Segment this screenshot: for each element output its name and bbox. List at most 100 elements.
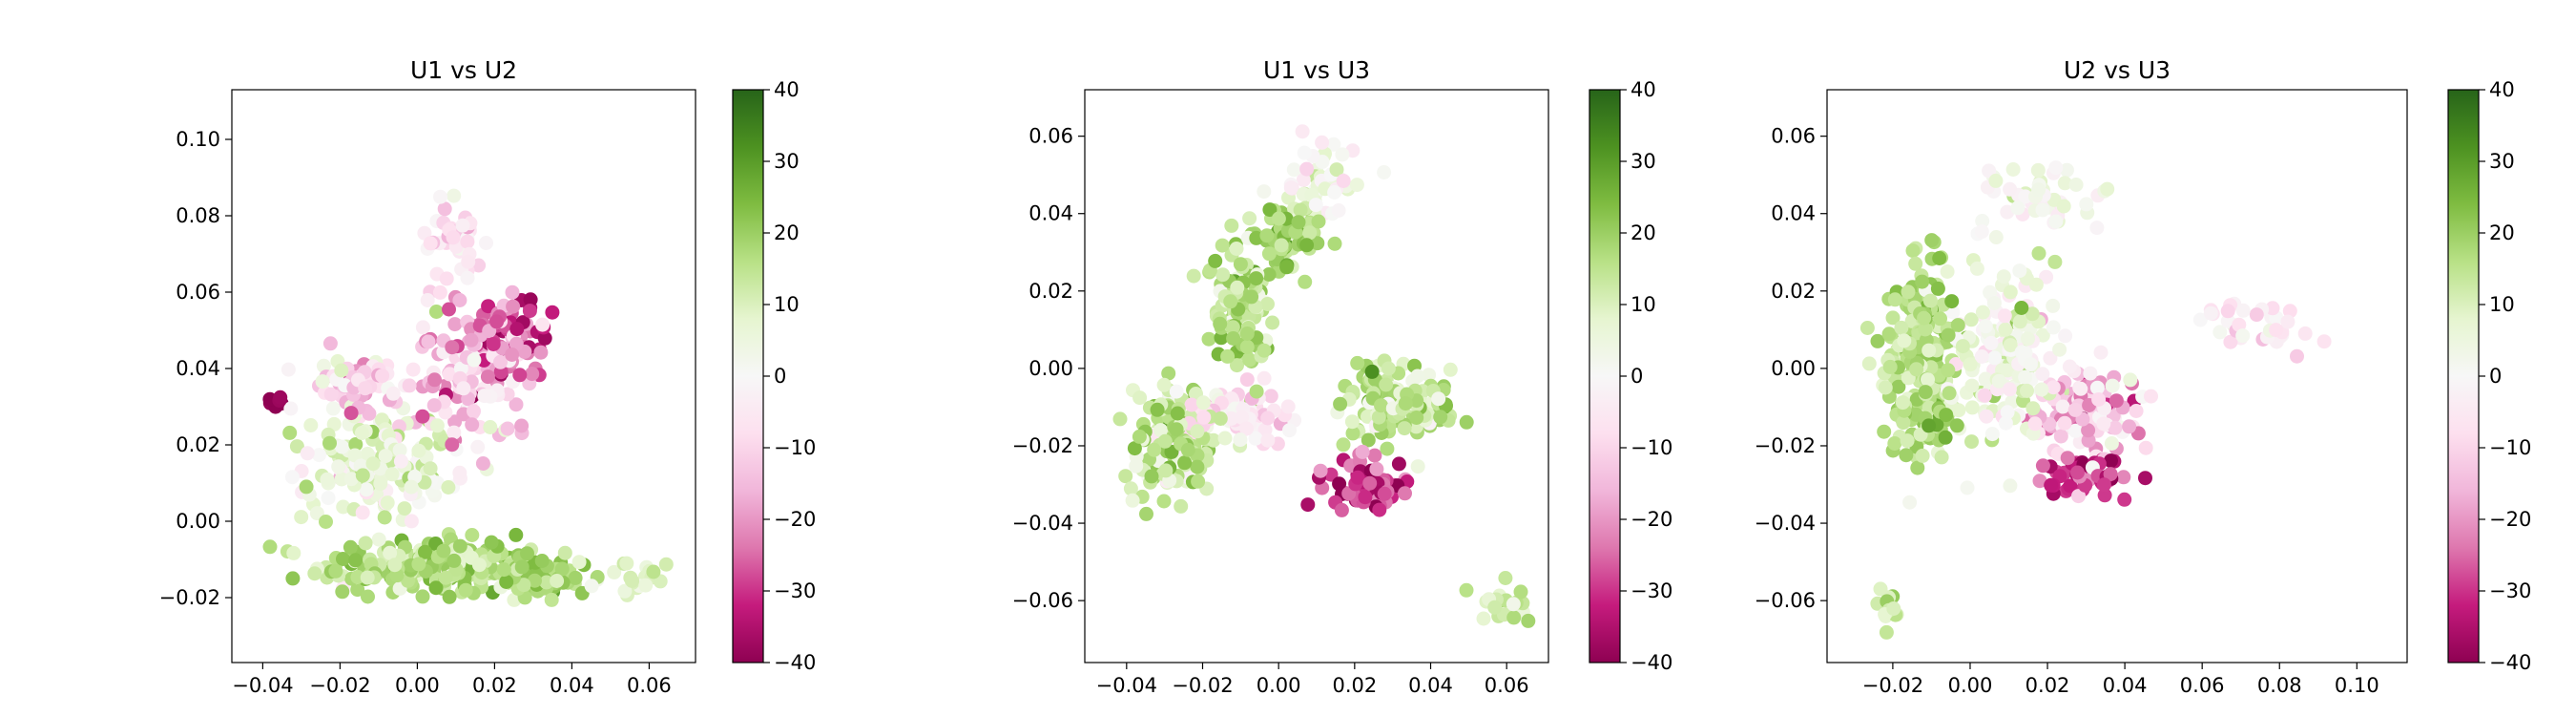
x-tick-label: −0.04: [1096, 674, 1157, 697]
scatter-point: [2070, 465, 2085, 480]
scatter-point: [1487, 600, 1503, 615]
scatter-point: [334, 439, 349, 454]
scatter-point: [433, 189, 447, 204]
scatter-point: [354, 426, 369, 440]
axes-frame: [1826, 89, 2408, 663]
scatter-point: [2021, 331, 2035, 347]
scatter-point: [2046, 320, 2061, 335]
scatter-point: [2067, 402, 2083, 417]
scatter-point: [2249, 307, 2264, 323]
scatter-point: [2265, 301, 2280, 316]
scatter-point: [658, 557, 674, 572]
scatter-point: [568, 570, 583, 585]
scatter-point: [2047, 254, 2063, 269]
scatter-point: [1932, 251, 1947, 265]
scatter-point: [355, 505, 370, 520]
scatter-point: [1208, 253, 1223, 268]
scatter-point: [512, 368, 528, 383]
scatter-point: [2052, 342, 2067, 357]
scatter-point: [1969, 261, 1984, 276]
scatter-point: [1170, 406, 1185, 421]
scatter-point: [1443, 362, 1458, 377]
scatter-point: [2059, 162, 2074, 178]
scatter-point: [1886, 601, 1901, 616]
scatter-point: [2018, 346, 2033, 361]
scatter-point: [371, 532, 386, 547]
scatter-point: [1374, 398, 1388, 413]
scatter-point: [2067, 423, 2083, 438]
scatter-point: [1506, 597, 1521, 612]
scatter-point: [1229, 242, 1244, 256]
scatter-point: [2089, 221, 2105, 236]
colorbar-tick-label: −10: [1631, 436, 1672, 459]
scatter-point: [1139, 506, 1153, 521]
scatter-point: [1459, 582, 1474, 598]
scatter-point: [1156, 494, 1172, 509]
scatter-point: [1944, 294, 1960, 309]
scatter-point: [460, 270, 475, 285]
scatter-point: [325, 401, 341, 416]
scatter-point: [2055, 399, 2070, 414]
scatter-point: [1311, 214, 1326, 229]
x-tick-label: 0.04: [550, 674, 594, 697]
scatter-point: [2053, 429, 2068, 444]
scatter-point: [465, 528, 480, 542]
scatter-point: [1257, 184, 1272, 200]
scatter-point: [1870, 333, 1885, 348]
scatter-point: [1506, 610, 1522, 625]
scatter-point: [461, 254, 476, 269]
scatter-point: [1513, 584, 1528, 600]
scatter-point: [1909, 362, 1924, 377]
scatter-point: [1459, 414, 1474, 430]
scatter-point: [1336, 437, 1351, 453]
scatter-point: [360, 570, 375, 585]
scatter-point: [1391, 456, 1406, 472]
scatter-point: [1930, 281, 1945, 296]
scatter-point: [402, 378, 417, 393]
scatter-point: [280, 362, 296, 377]
scatter-point: [1991, 373, 2006, 389]
scatter-point: [1377, 165, 1392, 179]
scatter-point: [1934, 450, 1949, 465]
scatter-point: [2014, 301, 2029, 315]
scatter-point: [300, 446, 315, 461]
scatter-point: [1900, 433, 1915, 449]
y-tick-label: −0.06: [1012, 589, 1073, 612]
scatter-point: [470, 439, 486, 454]
scatter-point: [1918, 322, 1933, 337]
scatter-point: [1239, 372, 1255, 388]
scatter-point: [1230, 280, 1245, 295]
scatter-point: [387, 558, 403, 573]
scatter-point: [2010, 200, 2025, 216]
scatter-point: [307, 566, 322, 581]
scatter-point: [2000, 405, 2015, 420]
scatter-point: [1963, 312, 1979, 327]
scatter-point: [1215, 267, 1231, 283]
scatter-point: [499, 575, 514, 589]
scatter-point: [1977, 388, 1992, 403]
scatter-point: [533, 345, 549, 360]
scatter-point: [2044, 477, 2059, 493]
scatter-point: [2232, 317, 2247, 332]
scatter-point: [1998, 415, 2013, 431]
scatter-point: [2028, 277, 2044, 292]
scatter-point: [1158, 463, 1174, 478]
scatter-point: [1259, 228, 1275, 243]
scatter-point: [534, 554, 550, 568]
scatter-point: [446, 230, 461, 245]
scatter-point: [2057, 176, 2072, 191]
scatter-point: [514, 418, 530, 433]
scatter-point: [405, 362, 421, 377]
scatter-point: [343, 539, 358, 555]
scatter-point: [1895, 395, 1910, 411]
scatter-point: [1226, 331, 1241, 346]
scatter-point: [2105, 378, 2120, 393]
scatter-point: [1922, 418, 1937, 433]
scatter-points: [262, 188, 674, 607]
y-tick-label: 0.02: [1028, 280, 1073, 303]
scatter-point: [1910, 460, 1925, 475]
scatter-point: [479, 236, 493, 250]
colorbar-tick-label: −10: [774, 436, 816, 459]
y-tick-label: 0.08: [176, 204, 220, 227]
y-tick-label: 0.04: [176, 357, 220, 380]
